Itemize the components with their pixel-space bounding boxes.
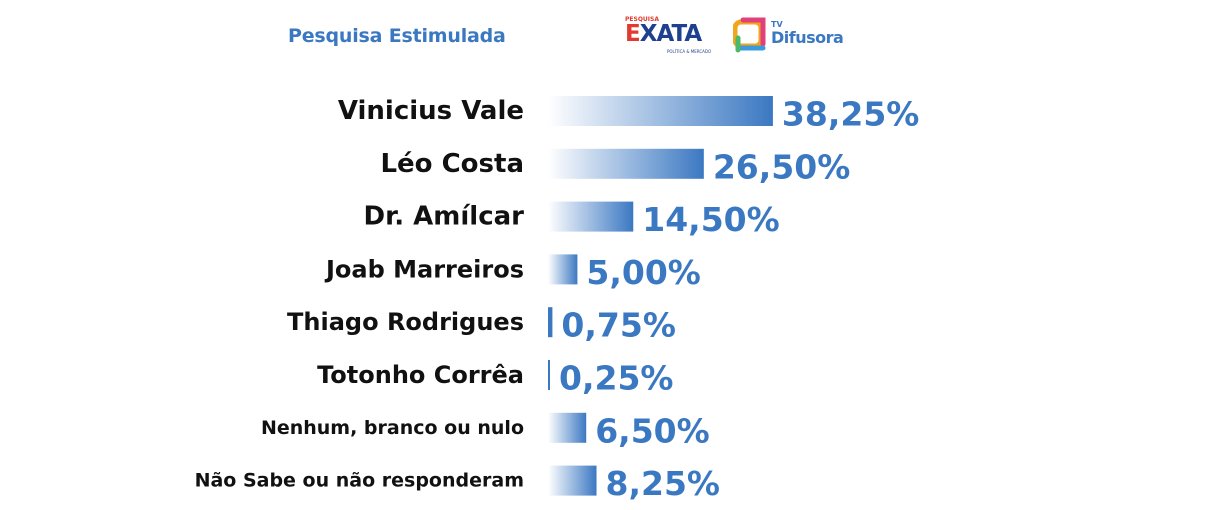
exata-logo-word: EXATA [625,21,702,47]
category-label: Nenhum, branco ou nulo [261,417,524,439]
bar [548,201,634,232]
bar [548,148,704,179]
category-label: Não Sabe ou não responderam [195,470,524,492]
exata-logo-sub: POLÍTICA & MERCADO [667,49,712,54]
exata-logo-top: PESQUISA [625,16,659,23]
value-label: 8,25% [606,464,721,503]
tv-difusora-logo: TV Difusora [733,14,844,60]
value-label: 0,75% [561,306,676,345]
value-label: 5,00% [586,253,701,292]
bar [548,96,773,126]
bar [548,412,587,443]
value-label: 6,50% [595,411,710,450]
exata-logo-rest: XATA [639,21,702,47]
value-label: 26,50% [713,147,850,186]
category-label: Dr. Amílcar [364,202,525,232]
bar [548,254,578,285]
bar [548,465,597,496]
bar [548,360,550,390]
value-label: 38,25% [782,95,919,134]
category-label: Léo Costa [380,149,524,179]
exata-logo: PESQUISA EXATA POLÍTICA & MERCADO [625,16,715,56]
chart-title: Pesquisa Estimulada [288,25,506,47]
category-label: Totonho Corrêa [317,361,524,389]
bar [548,307,553,338]
exata-logo-e: E [625,21,641,47]
tv-logo-name: Difusora [771,28,844,47]
value-label: 0,25% [559,359,674,398]
tv-logo-tv: TV [771,20,783,29]
category-label: Vinicius Vale [338,96,524,126]
category-label: Thiago Rodrigues [287,308,524,336]
category-label: Joab Marreiros [324,255,524,283]
value-label: 14,50% [642,200,779,239]
tv-difusora-icon [733,17,766,53]
